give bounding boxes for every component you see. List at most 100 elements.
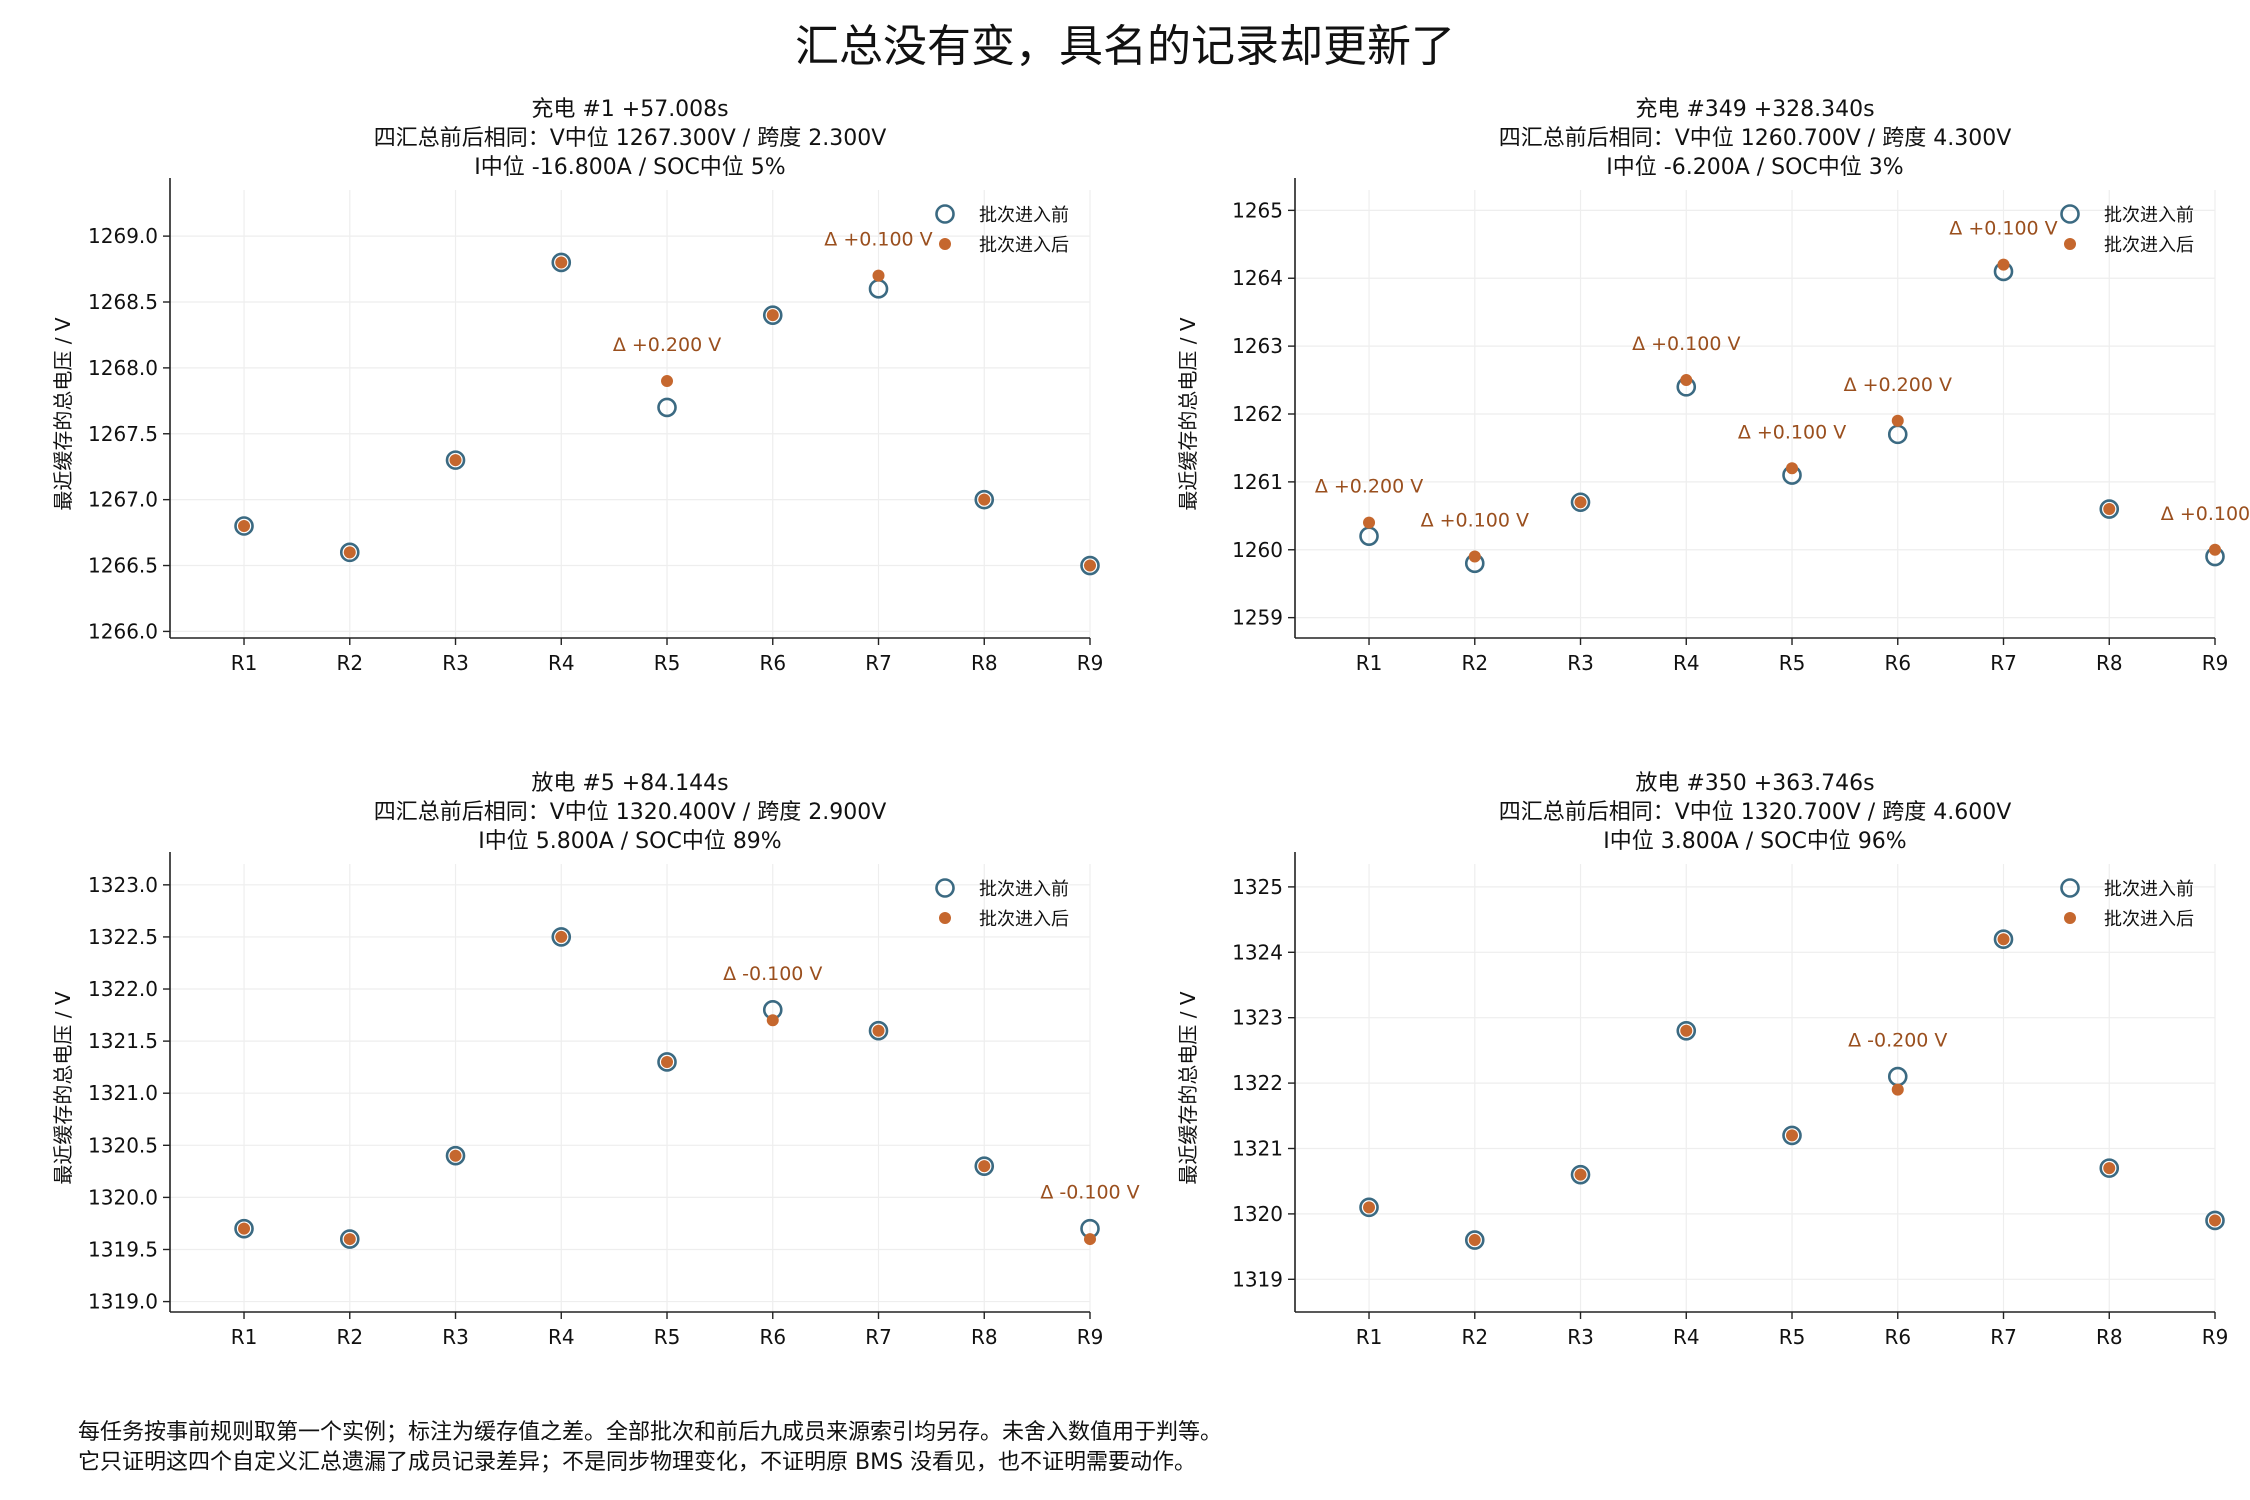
chart-title-line-1: 放电 #350 +363.746s xyxy=(1635,771,1874,796)
y-tick-label: 1325 xyxy=(1232,875,1283,899)
y-tick-label: 1319.0 xyxy=(88,1290,158,1314)
x-tick-label: R9 xyxy=(1077,651,1104,675)
x-tick-label: R7 xyxy=(865,651,892,675)
point-before-R5 xyxy=(657,1052,677,1072)
point-before-R4 xyxy=(1676,1020,1697,1041)
delta-annotation-R5: Δ +0.200 V xyxy=(613,334,721,356)
chart-title-line-2: 四汇总前后相同：V中位 1260.700V / 跨度 4.300V xyxy=(1499,126,2012,151)
chart-panel-charge-349: 充电 #349 +328.340s 四汇总前后相同：V中位 1260.700V /… xyxy=(1176,97,2250,675)
y-tick-label: 1263 xyxy=(1232,334,1283,358)
legend-label-after: 批次进入后 xyxy=(979,235,1069,256)
point-before-R8 xyxy=(974,489,995,510)
point-after-R2 xyxy=(1468,1234,1481,1247)
y-tick-label: 1320.0 xyxy=(88,1185,158,1209)
chart-title-line-2: 四汇总前后相同：V中位 1267.300V / 跨度 2.300V xyxy=(374,126,887,151)
x-tick-label: R4 xyxy=(1673,1325,1700,1349)
point-before-R1 xyxy=(234,516,254,536)
point-after-R2 xyxy=(343,1233,356,1246)
legend-label-after: 批次进入后 xyxy=(2104,909,2194,930)
legend-marker-after xyxy=(2064,912,2076,924)
point-before-R3 xyxy=(1570,492,1591,513)
chart-title-line-1: 充电 #1 +57.008s xyxy=(531,97,728,122)
point-after-R9 xyxy=(1084,1233,1096,1246)
y-tick-label: 1321 xyxy=(1232,1136,1283,1160)
x-tick-label: R9 xyxy=(1077,1325,1104,1349)
point-after-R9 xyxy=(2209,543,2221,556)
x-tick-label: R2 xyxy=(336,1325,363,1349)
y-tick-label: 1268.0 xyxy=(88,356,158,380)
point-after-R5 xyxy=(661,1055,674,1068)
point-after-R5 xyxy=(1786,462,1799,475)
point-before-R8 xyxy=(974,1156,995,1176)
point-after-R2 xyxy=(1468,550,1481,563)
x-tick-label: R7 xyxy=(1990,651,2017,675)
delta-annotation-R6: Δ -0.100 V xyxy=(723,963,822,985)
chart-title-line-1: 充电 #349 +328.340s xyxy=(1635,97,1874,122)
point-after-R4 xyxy=(1680,374,1693,387)
point-after-R3 xyxy=(1574,1168,1587,1181)
y-tick-label: 1322 xyxy=(1232,1071,1283,1095)
x-tick-label: R4 xyxy=(1673,651,1700,675)
legend-label-after: 批次进入后 xyxy=(979,909,1069,930)
y-tick-label: 1262 xyxy=(1232,402,1283,426)
y-tick-label: 1259 xyxy=(1232,606,1283,630)
y-tick-label: 1261 xyxy=(1232,470,1283,494)
x-tick-label: R4 xyxy=(548,651,575,675)
x-tick-label: R1 xyxy=(1356,651,1383,675)
y-tick-label: 1266.5 xyxy=(88,554,158,578)
delta-annotation-R5: Δ +0.100 V xyxy=(1738,421,1846,443)
y-tick-label: 1319.5 xyxy=(88,1237,158,1261)
x-tick-label: R5 xyxy=(1779,1325,1806,1349)
x-tick-label: R9 xyxy=(2202,651,2229,675)
legend-marker-after xyxy=(939,238,951,250)
chart-title-line-3: I中位 -6.200A / SOC中位 3% xyxy=(1606,155,1903,180)
x-tick-label: R3 xyxy=(442,651,469,675)
y-tick-label: 1265 xyxy=(1232,198,1283,222)
y-tick-label: 1323 xyxy=(1232,1006,1283,1030)
point-before-R2 xyxy=(339,1229,360,1249)
delta-annotation-R6: Δ -0.200 V xyxy=(1848,1030,1947,1052)
y-tick-label: 1321.5 xyxy=(88,1029,158,1053)
point-after-R6 xyxy=(766,1014,779,1027)
x-tick-label: R5 xyxy=(1779,651,1806,675)
y-tick-label: 1319 xyxy=(1232,1267,1283,1291)
x-tick-label: R8 xyxy=(971,1325,998,1349)
point-after-R4 xyxy=(555,256,568,269)
y-tick-label: 1322.5 xyxy=(88,925,158,949)
x-tick-label: R6 xyxy=(759,1325,786,1349)
chart-panel-discharge-350: 放电 #350 +363.746s 四汇总前后相同：V中位 1320.700V /… xyxy=(1176,771,2228,1349)
y-tick-label: 1266.0 xyxy=(88,619,158,643)
point-before-R4 xyxy=(551,252,572,273)
chart-title-line-2: 四汇总前后相同：V中位 1320.700V / 跨度 4.600V xyxy=(1499,800,2012,825)
point-after-R7 xyxy=(1997,933,2010,946)
y-tick-label: 1267.0 xyxy=(88,488,158,512)
delta-annotation-R2: Δ +0.100 V xyxy=(1421,510,1529,532)
y-axis-label: 最近缓存的总电压 / V xyxy=(1176,317,1200,510)
x-tick-label: R2 xyxy=(1461,651,1488,675)
y-tick-label: 1322.0 xyxy=(88,977,158,1001)
point-after-R3 xyxy=(449,1149,462,1162)
point-after-R9 xyxy=(2209,1214,2221,1227)
delta-annotation-R7: Δ +0.100 V xyxy=(1949,218,2057,240)
legend-label-after: 批次进入后 xyxy=(2104,235,2194,256)
chart-title-line-3: I中位 5.800A / SOC中位 89% xyxy=(478,829,781,854)
point-after-R6 xyxy=(1891,1083,1904,1096)
point-before-R7 xyxy=(1993,929,2014,950)
delta-annotation-R1: Δ +0.200 V xyxy=(1315,476,1423,498)
legend-marker-before xyxy=(935,878,955,898)
point-before-R2 xyxy=(339,542,360,563)
point-after-R3 xyxy=(449,454,462,467)
point-after-R8 xyxy=(2103,1162,2116,1175)
point-after-R8 xyxy=(978,493,991,506)
legend-label-before: 批次进入前 xyxy=(979,879,1069,900)
delta-annotation-R7: Δ +0.100 V xyxy=(824,229,932,251)
x-tick-label: R6 xyxy=(1884,651,1911,675)
x-tick-label: R5 xyxy=(654,1325,681,1349)
delta-annotation-R9: Δ -0.100 V xyxy=(1040,1182,1139,1204)
chart-panel-discharge-5: 放电 #5 +84.144s 四汇总前后相同：V中位 1320.400V / 跨度… xyxy=(51,771,1140,1349)
point-after-R1 xyxy=(238,520,251,532)
y-tick-label: 1324 xyxy=(1232,940,1283,964)
x-tick-label: R8 xyxy=(2096,1325,2123,1349)
x-tick-label: R4 xyxy=(548,1325,575,1349)
point-after-R1 xyxy=(238,1222,251,1235)
